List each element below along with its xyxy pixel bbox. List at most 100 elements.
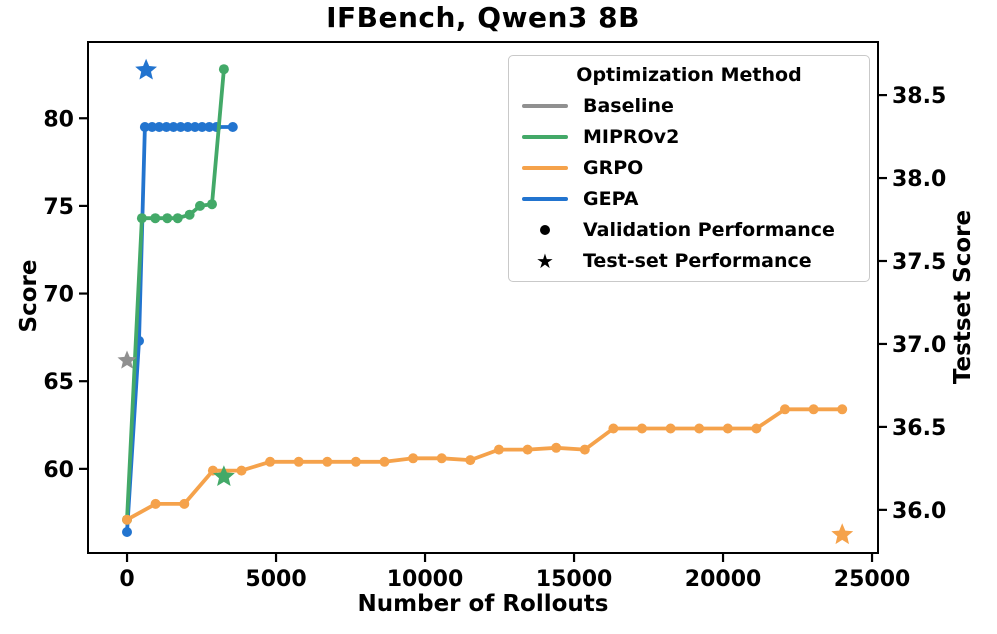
legend-item-test-set-performance: ★ Test-set Performance: [509, 245, 869, 276]
legend-line: [522, 103, 568, 108]
validation-point-grpo: [122, 514, 132, 525]
y-right-tick-label-36: 36.0: [892, 499, 946, 524]
validation-point-gepa: [175, 122, 186, 132]
validation-point-grpo: [465, 455, 476, 466]
validation-point-grpo: [379, 456, 390, 467]
validation-point-gepa: [168, 122, 179, 132]
validation-point-grpo: [322, 456, 333, 467]
legend-title: Optimization Method: [576, 64, 802, 86]
validation-point-grpo: [608, 423, 619, 434]
validation-point-gepa: [227, 122, 238, 132]
x-axis-label: Number of Rollouts: [357, 591, 609, 617]
validation-point-grpo: [179, 498, 190, 509]
validation-point-grpo: [236, 465, 247, 476]
x-tick-label-0: 0: [119, 567, 134, 592]
validation-point-grpo: [637, 423, 647, 434]
validation-point-miprov2: [218, 64, 229, 75]
plot-border: [87, 41, 879, 554]
validation-point-gepa: [139, 122, 150, 132]
legend-item-validation-performance: Validation Performance: [509, 214, 869, 245]
y-right-tick-label-36.5: 36.5: [892, 416, 946, 441]
validation-point-gepa: [197, 122, 208, 132]
validation-point-gepa: [190, 122, 200, 132]
legend-item-label: GRPO: [583, 156, 644, 179]
x-tick-label-15000: 15000: [536, 567, 613, 592]
y-right-tick-label-37: 37.0: [892, 333, 946, 358]
legend-line-swatch: [519, 165, 571, 170]
test-star-miprov2: [213, 465, 235, 486]
legend-item-label: GEPA: [583, 187, 639, 210]
x-tick-label-20000: 20000: [685, 567, 762, 592]
legend-box: Optimization Method Baseline MIPROv2 GRPO G…: [508, 55, 870, 282]
legend-item-label: Test-set Performance: [583, 249, 812, 272]
validation-point-grpo: [808, 404, 819, 415]
legend-line: [522, 134, 568, 139]
chart-title: IFBench, Qwen3 8B: [326, 1, 640, 34]
validation-point-miprov2: [162, 213, 173, 224]
validation-point-grpo: [493, 444, 504, 455]
y-left-tick-label-75: 75: [43, 195, 74, 220]
legend-line-swatch: [519, 134, 571, 139]
legend-item-miprov2: MIPROv2: [509, 121, 869, 152]
validation-point-grpo: [722, 423, 733, 434]
x-tick-label-25000: 25000: [834, 567, 911, 592]
validation-point-miprov2: [195, 200, 205, 211]
validation-point-gepa: [122, 527, 132, 537]
validation-point-grpo: [350, 456, 361, 467]
star-icon: ★: [536, 248, 554, 273]
validation-point-grpo: [522, 444, 533, 455]
validation-point-grpo: [751, 423, 762, 434]
x-tick-label-5000: 5000: [245, 567, 306, 592]
validation-point-gepa: [147, 122, 158, 132]
legend-item-label: MIPROv2: [583, 125, 680, 148]
y-left-axis-label: Score: [16, 259, 42, 333]
validation-dot-icon: [519, 224, 571, 235]
legend-item-grpo: GRPO: [509, 152, 869, 183]
test-set-star-icon: ★: [519, 251, 571, 271]
dot-icon: [540, 224, 550, 235]
validation-point-miprov2: [184, 209, 195, 220]
y-right-tick-label-38: 38.0: [892, 167, 946, 192]
legend-items: Baseline MIPROv2 GRPO GEPA Validation Perfor…: [509, 90, 869, 276]
validation-point-miprov2: [207, 199, 217, 210]
validation-point-grpo: [665, 423, 676, 434]
y-right-tick-label-38.5: 38.5: [892, 84, 946, 109]
legend-item-label: Baseline: [583, 94, 674, 117]
validation-point-grpo: [265, 456, 276, 467]
test-star-gepa: [135, 58, 157, 80]
y-left-tick-label-65: 65: [43, 370, 74, 395]
validation-point-grpo: [408, 453, 419, 464]
validation-point-gepa: [204, 122, 215, 132]
legend-line-swatch: [519, 103, 571, 108]
validation-point-grpo: [579, 444, 590, 455]
legend-item-label: Validation Performance: [583, 218, 835, 241]
legend-line: [522, 196, 568, 201]
validation-point-gepa: [154, 122, 165, 132]
validation-point-grpo: [837, 404, 848, 415]
validation-point-miprov2: [172, 213, 183, 224]
legend-line: [522, 165, 568, 170]
validation-point-grpo: [694, 423, 705, 434]
validation-point-grpo: [551, 442, 562, 453]
y-left-tick-label-80: 80: [43, 107, 74, 132]
validation-point-grpo: [150, 498, 161, 509]
legend-line-swatch: [519, 196, 571, 201]
y-left-tick-label-70: 70: [43, 283, 74, 308]
validation-point-grpo: [780, 404, 790, 415]
validation-point-gepa: [182, 122, 193, 132]
validation-point-grpo: [436, 453, 447, 464]
validation-point-grpo: [293, 456, 304, 467]
y-right-axis-label: Testset Score: [950, 209, 976, 385]
validation-point-miprov2: [150, 213, 161, 224]
x-tick-label-10000: 10000: [387, 567, 464, 592]
legend-item-baseline: Baseline: [509, 90, 869, 121]
test-star-grpo: [831, 523, 854, 545]
y-right-tick-label-37.5: 37.5: [892, 250, 946, 275]
legend-item-gepa: GEPA: [509, 183, 869, 214]
validation-point-gepa: [161, 122, 172, 132]
series-line-grpo: [125, 407, 845, 522]
test-star-baseline: [117, 350, 137, 369]
y-left-tick-label-60: 60: [43, 458, 74, 483]
